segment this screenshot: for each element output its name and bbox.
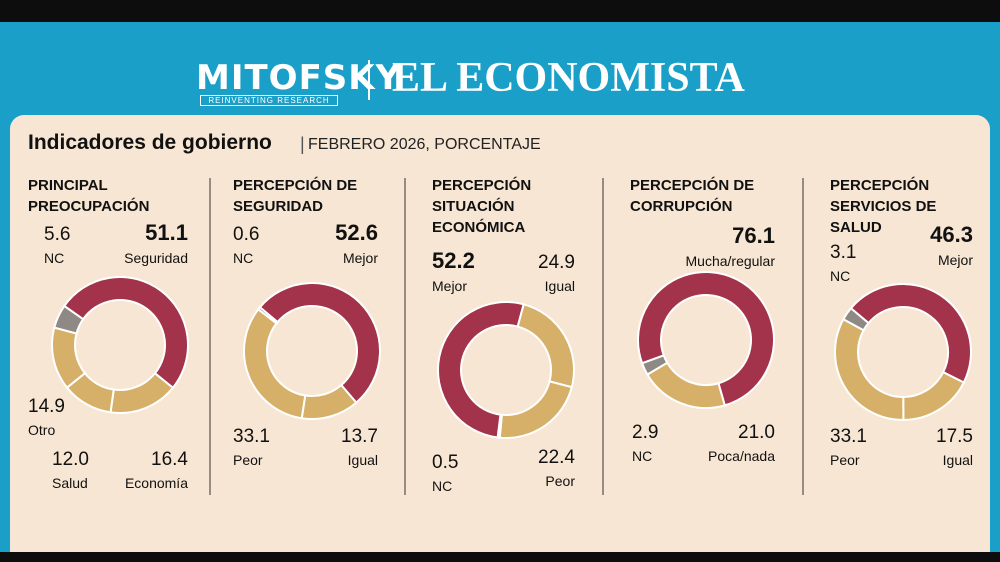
bottom-bar bbox=[0, 552, 1000, 562]
value-label: 0.5 bbox=[432, 452, 458, 473]
donut-segment bbox=[109, 371, 175, 414]
category-label: NC bbox=[432, 478, 452, 494]
value-label: 21.0 bbox=[738, 422, 775, 443]
donut-segment bbox=[258, 282, 381, 405]
category-label: Igual bbox=[943, 452, 973, 468]
donut-segment bbox=[256, 305, 279, 325]
value-label: 33.1 bbox=[830, 426, 867, 447]
category-label: NC bbox=[830, 268, 850, 284]
donut-segment bbox=[53, 304, 85, 335]
category-label: NC bbox=[632, 448, 652, 464]
value-label: 33.1 bbox=[233, 426, 270, 447]
subtitle: FEBRERO 2026, PORCENTAJE bbox=[308, 136, 541, 153]
value-label: 2.9 bbox=[632, 422, 658, 443]
donut-segment bbox=[834, 317, 905, 421]
value-label: 5.6 bbox=[44, 224, 70, 245]
value-label: 46.3 bbox=[930, 222, 973, 247]
category-label: Mejor bbox=[938, 252, 973, 268]
category-label: Poca/nada bbox=[708, 448, 775, 464]
donut-segment bbox=[498, 380, 574, 439]
category-label: Economía bbox=[125, 475, 188, 491]
category-label: Igual bbox=[348, 452, 378, 468]
category-label: Mejor bbox=[432, 278, 467, 294]
value-label: 17.5 bbox=[936, 426, 973, 447]
category-label: Peor bbox=[830, 452, 860, 468]
chart-title: PERCEPCIÓN SERVICIOS DE SALUD bbox=[830, 177, 937, 236]
chart-title: PERCEPCIÓN SITUACIÓN ECONÓMICA bbox=[432, 177, 532, 236]
category-label: Mucha/regular bbox=[686, 253, 776, 269]
value-label: 51.1 bbox=[145, 220, 188, 245]
donut-segment bbox=[849, 283, 972, 384]
value-label: 52.2 bbox=[432, 248, 475, 273]
category-label: Salud bbox=[52, 475, 88, 491]
value-label: 16.4 bbox=[151, 449, 188, 470]
donut-segment bbox=[640, 354, 669, 376]
category-label: NC bbox=[44, 250, 64, 266]
donut-segment bbox=[243, 307, 307, 420]
chart-title: PERCEPCIÓN DE CORRUPCIÓN bbox=[630, 177, 755, 215]
category-label: Peor bbox=[545, 473, 575, 489]
donut-segment bbox=[62, 276, 189, 390]
chart-title: PRINCIPAL PREOCUPACIÓN bbox=[28, 177, 150, 215]
separator bbox=[368, 60, 370, 100]
category-label: NC bbox=[233, 250, 253, 266]
category-label: Peor bbox=[233, 452, 263, 468]
donut-segment bbox=[902, 370, 966, 422]
donut-segment bbox=[437, 301, 525, 439]
title: Indicadores de gobierno bbox=[28, 131, 272, 154]
value-label: 52.6 bbox=[335, 220, 378, 245]
value-label: 76.1 bbox=[732, 223, 775, 248]
value-label: 13.7 bbox=[341, 426, 378, 447]
top-bar bbox=[0, 0, 1000, 22]
donut-segment bbox=[637, 271, 775, 407]
category-label: Otro bbox=[28, 422, 55, 438]
category-label: Mejor bbox=[343, 250, 378, 266]
value-label: 22.4 bbox=[538, 447, 575, 468]
divider: | bbox=[300, 134, 305, 154]
partner: EL ECONOMISTA bbox=[392, 55, 745, 101]
value-label: 3.1 bbox=[830, 242, 856, 263]
donut-segment bbox=[646, 361, 727, 409]
value-label: 12.0 bbox=[52, 449, 89, 470]
tagline: REINVENTING RESEARCH bbox=[200, 95, 338, 106]
value-label: 14.9 bbox=[28, 396, 65, 417]
donut-segment bbox=[842, 306, 870, 332]
value-label: 0.6 bbox=[233, 224, 259, 245]
value-label: 24.9 bbox=[538, 252, 575, 273]
donut-segment bbox=[516, 303, 575, 389]
category-label: Seguridad bbox=[124, 250, 188, 266]
brand: MITOFSKY bbox=[196, 58, 402, 98]
chart-title: PERCEPCIÓN DE SEGURIDAD bbox=[233, 177, 358, 215]
category-label: Igual bbox=[545, 278, 575, 294]
